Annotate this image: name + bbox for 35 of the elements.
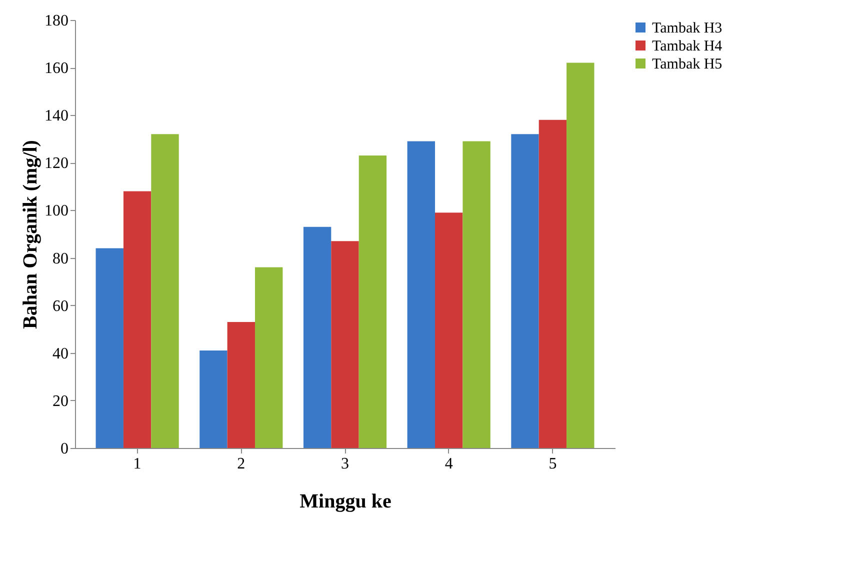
- x-tick-label: 2: [237, 456, 246, 472]
- bar: [358, 156, 387, 448]
- bar: [255, 267, 283, 448]
- bar: [331, 241, 359, 448]
- bar: [511, 134, 539, 448]
- bar: [96, 248, 124, 448]
- x-tick-label: 3: [341, 456, 349, 472]
- y-tick-label: 120: [44, 155, 68, 172]
- y-tick-label: 100: [44, 202, 68, 220]
- x-tick-label: 4: [444, 456, 453, 472]
- y-tick-label: 20: [52, 392, 68, 410]
- bar: [435, 212, 463, 448]
- bar: [566, 62, 594, 448]
- legend-label: Tambak H4: [652, 38, 723, 54]
- bar: [227, 322, 255, 448]
- legend-label: Tambak H5: [652, 56, 722, 72]
- y-tick-label: 180: [44, 12, 68, 30]
- bar: [303, 226, 332, 448]
- x-axis-title: Minggu ke: [300, 490, 392, 512]
- x-tick-label: 5: [548, 456, 557, 472]
- bar: [538, 120, 567, 448]
- bar: [407, 141, 435, 448]
- y-tick-label: 60: [52, 298, 68, 315]
- y-tick-label: 40: [52, 345, 68, 362]
- bar: [123, 191, 152, 448]
- bar: [200, 350, 228, 448]
- bar: [151, 134, 179, 448]
- y-tick-label: 140: [44, 108, 68, 125]
- y-tick-label: 160: [44, 60, 68, 78]
- x-tick-label: 1: [133, 456, 142, 472]
- legend-label: Tambak H3: [652, 20, 722, 36]
- y-axis-title: Bahan Organik (mg/l): [20, 140, 42, 329]
- y-tick-label: 0: [60, 440, 68, 458]
- y-tick-label: 80: [52, 250, 68, 268]
- bar: [462, 141, 490, 448]
